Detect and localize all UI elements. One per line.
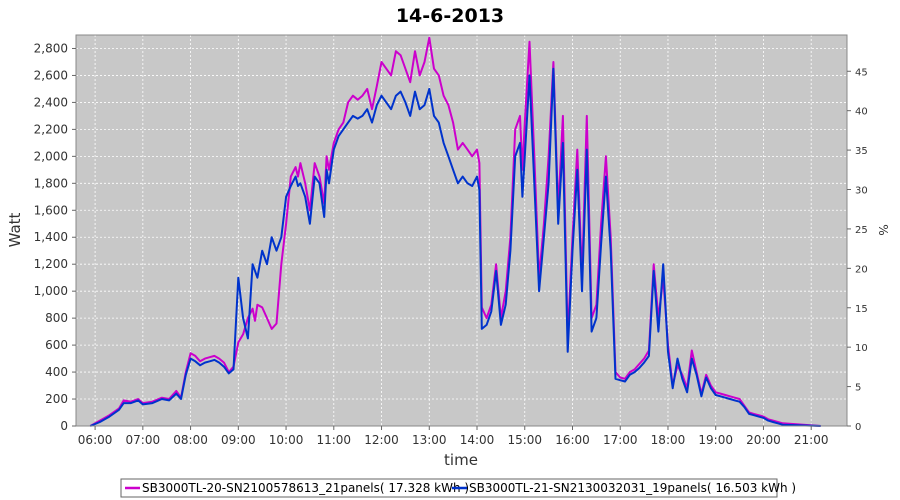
y-tick-label: 2,800 bbox=[34, 41, 68, 55]
y-tick-label: 600 bbox=[45, 338, 68, 352]
y-tick-label: 2,200 bbox=[34, 122, 68, 136]
y-axis-ticks: 0 200 400 600 800 1,000 1,200 1,400 1,600 1,800 2,… bbox=[34, 41, 76, 433]
y-tick-label: 1,200 bbox=[34, 257, 68, 271]
x-tick-label: 19:00 bbox=[698, 433, 733, 447]
x-tick-label: 08:00 bbox=[173, 433, 208, 447]
y-tick-label: 1,000 bbox=[34, 284, 68, 298]
y-tick-label: 2,400 bbox=[34, 95, 68, 109]
y-axis-label: Watt bbox=[6, 212, 24, 247]
series-line-2 bbox=[89, 67, 821, 427]
x-tick-label: 10:00 bbox=[269, 433, 304, 447]
axes-group bbox=[75, 34, 848, 427]
y2-tick-label: 40 bbox=[855, 107, 868, 118]
grid-lines bbox=[76, 35, 847, 427]
x-tick-label: 17:00 bbox=[603, 433, 638, 447]
x-tick-label: 21:00 bbox=[794, 433, 829, 447]
y-tick-label: 1,800 bbox=[34, 176, 68, 190]
plot-border bbox=[75, 34, 848, 427]
y-tick-label: 2,000 bbox=[34, 149, 68, 163]
y2-tick-label: 10 bbox=[855, 343, 868, 354]
y-tick-label: 800 bbox=[45, 311, 68, 325]
x-axis-ticks: 06:00 07:00 08:00 09:00 10:00 11:00 12:00 13:00… bbox=[78, 426, 829, 447]
legend-box bbox=[120, 478, 778, 498]
legend-label-series-1: SB3000TL-20-SN2100578613_21panels( 17.32… bbox=[142, 481, 469, 495]
x-tick-label: 15:00 bbox=[507, 433, 542, 447]
y2-tick-label: 25 bbox=[855, 225, 868, 236]
y2-tick-label: 5 bbox=[855, 383, 861, 394]
y-tick-label: 0 bbox=[60, 419, 68, 433]
legend: SB3000TL-20-SN2100578613_21panels( 17.32… bbox=[120, 478, 796, 498]
x-axis-label: time bbox=[444, 451, 478, 469]
y-tick-label: 400 bbox=[45, 365, 68, 379]
x-tick-label: 07:00 bbox=[126, 433, 161, 447]
plot-area bbox=[76, 35, 847, 426]
x-tick-label: 14:00 bbox=[460, 433, 495, 447]
y2-tick-label: 35 bbox=[855, 146, 868, 157]
x-tick-label: 18:00 bbox=[651, 433, 686, 447]
y2-tick-label: 30 bbox=[855, 186, 868, 197]
y-tick-label: 1,400 bbox=[34, 230, 68, 244]
y2-tick-label: 20 bbox=[855, 264, 868, 275]
y2-tick-label: 45 bbox=[855, 67, 868, 78]
x-tick-label: 13:00 bbox=[412, 433, 447, 447]
y2-tick-label: 0 bbox=[855, 422, 861, 433]
x-tick-label: 16:00 bbox=[555, 433, 590, 447]
x-tick-label: 20:00 bbox=[746, 433, 781, 447]
y2-axis-label: % bbox=[876, 224, 890, 235]
x-tick-label: 09:00 bbox=[221, 433, 256, 447]
x-tick-label: 12:00 bbox=[364, 433, 399, 447]
x-tick-label: 06:00 bbox=[78, 433, 113, 447]
legend-label-series-2: SB3000TL-21-SN2130032031_19panels( 16.50… bbox=[469, 481, 796, 495]
y2-tick-label: 15 bbox=[855, 304, 868, 315]
series-group bbox=[89, 36, 821, 427]
y-tick-label: 200 bbox=[45, 392, 68, 406]
chart-title: 14-6-2013 bbox=[396, 5, 504, 27]
y2-axis-ticks: 0 5 10 15 20 25 30 35 40 45 bbox=[847, 67, 868, 433]
x-tick-label: 11:00 bbox=[316, 433, 351, 447]
y-tick-label: 2,600 bbox=[34, 68, 68, 82]
y-tick-label: 1,600 bbox=[34, 203, 68, 217]
